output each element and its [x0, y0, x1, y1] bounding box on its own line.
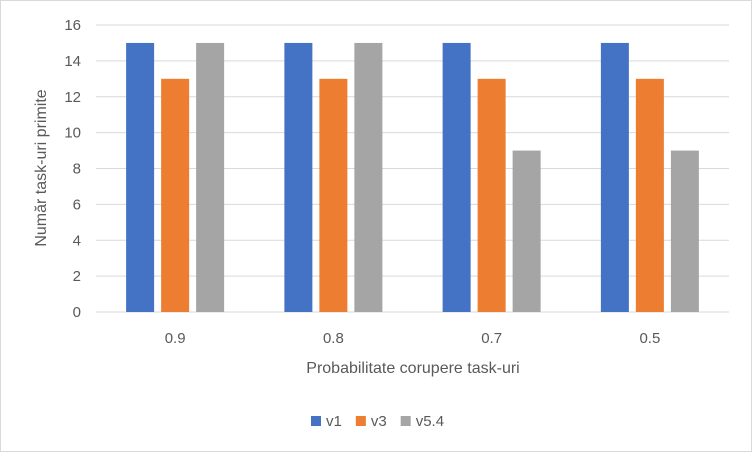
legend-swatch [400, 416, 411, 426]
bar-v3 [161, 78, 190, 312]
x-tick-label: 0.7 [481, 330, 502, 347]
y-tick-label: 0 [73, 304, 81, 321]
y-axis-label: Număr task-uri primite [33, 89, 50, 246]
y-tick-label: 16 [64, 17, 81, 34]
legend-swatch [355, 416, 366, 426]
x-axis-label: Probabilitate corupere task-uri [306, 360, 519, 377]
bar-v1 [126, 42, 155, 312]
bar-v5-4 [670, 150, 699, 312]
y-tick-label: 4 [73, 232, 81, 249]
y-tick-label: 2 [73, 268, 81, 285]
bar-v1 [284, 42, 313, 312]
y-tick-label: 12 [64, 89, 81, 106]
y-tick-labels: 0 2 4 6 8 10 12 14 16 [64, 17, 81, 321]
x-tick-label: 0.8 [323, 330, 344, 347]
y-tick-label: 6 [73, 196, 81, 213]
legend-label: v1 [326, 413, 342, 430]
bar-v3 [319, 78, 348, 312]
bar-v5-4 [196, 42, 225, 312]
y-tick-label: 14 [64, 53, 81, 70]
x-tick-label: 0.5 [639, 330, 660, 347]
bar-v1 [600, 42, 629, 312]
y-tick-label: 8 [73, 161, 81, 178]
x-tick-label: 0.9 [165, 330, 186, 347]
x-tick-labels: 0.9 0.8 0.7 0.5 [165, 330, 661, 347]
bar-v5-4 [354, 42, 383, 312]
legend-label: v3 [371, 413, 387, 430]
legend-swatch [311, 416, 321, 426]
bars [126, 42, 699, 312]
legend: v1 v3 v5.4 [311, 413, 444, 430]
bar-v3 [477, 78, 506, 312]
legend-label: v5.4 [416, 413, 444, 430]
bar-v3 [635, 78, 664, 312]
gridlines [96, 24, 729, 313]
bar-v5-4 [512, 150, 541, 312]
y-tick-label: 10 [64, 125, 81, 142]
bar-v1 [442, 42, 471, 312]
